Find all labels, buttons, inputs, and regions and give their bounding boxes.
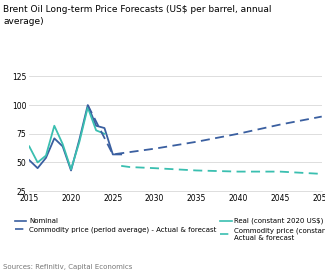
Text: Brent Oil Long-term Price Forecasts (US$ per barrel, annual
average): Brent Oil Long-term Price Forecasts (US$… [3,5,272,26]
Legend: Nominal, Commodity price (period average) - Actual & forecast, Real (constant 20: Nominal, Commodity price (period average… [12,215,325,244]
Text: Sources: Refinitiv, Capital Economics: Sources: Refinitiv, Capital Economics [3,264,133,270]
